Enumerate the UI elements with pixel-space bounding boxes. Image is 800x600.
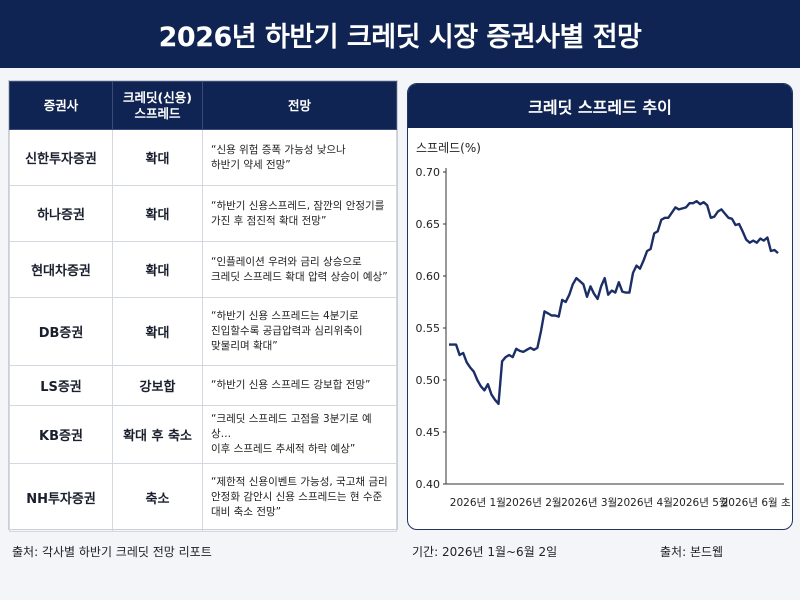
spread-cell: 확대 — [112, 129, 203, 186]
table-row: DB증권 확대 “하반기 신용 스프레드는 4분기로 진입할수록 공급압력과 심… — [9, 297, 397, 366]
header-firm: 증권사 — [9, 81, 113, 130]
y-tick-label: 0.55 — [416, 322, 441, 335]
spread-cell: 확대 — [112, 185, 203, 242]
chart-title: 크레딧 스프레드 추이 — [528, 98, 672, 117]
spread-line-chart: 스프레드(%) 0.40 0.45 0.50 0.55 0.60 0.65 0.70 202… — [416, 141, 792, 509]
y-tick-label: 0.60 — [416, 270, 441, 283]
outlook-table-container: 증권사 크레딧(신용) 스프레드 전망 신한투자증권 확대 “신용 위험 증폭 … — [8, 80, 398, 532]
table-header-row: 증권사 크레딧(신용) 스프레드 전망 — [9, 81, 397, 130]
table-row: NH투자증권 축소 “제한적 신용이벤트 가능성, 국고채 금리 안정화 감안시… — [9, 463, 397, 532]
y-tick-label: 0.45 — [416, 426, 441, 439]
outlook-cell: “신용 위험 증폭 가능성 낮으나 하반기 약세 전망” — [202, 129, 397, 186]
chart-panel: 크레딧 스프레드 추이 스프레드(%) 0.40 0.45 0.50 0.55 0.60… — [407, 83, 793, 530]
outlook-cell: “하반기 신용 스프레드는 4분기로 진입할수록 공급압력과 심리위축이 맞물리… — [202, 297, 397, 366]
firm-cell: 현대차증권 — [9, 241, 113, 298]
spread-cell: 축소 — [112, 463, 203, 532]
outlook-table: 증권사 크레딧(신용) 스프레드 전망 신한투자증권 확대 “신용 위험 증폭 … — [9, 81, 397, 532]
series-line — [449, 199, 779, 406]
firm-cell: 하나증권 — [9, 185, 113, 242]
header-spread-line2: 스프레드 — [134, 105, 181, 121]
table-row: 신한투자증권 확대 “신용 위험 증폭 가능성 낮으나 하반기 약세 전망” — [9, 129, 397, 186]
x-tick-label: 2026년 4월 — [617, 497, 673, 509]
spread-cell: 확대 — [112, 297, 203, 366]
firm-cell: KB증권 — [9, 405, 113, 464]
outlook-cell: “인플레이션 우려와 금리 상승으로 크레딧 스프레드 확대 압력 상승이 예상… — [202, 241, 397, 298]
header-outlook: 전망 — [202, 81, 397, 130]
firm-cell: LS증권 — [9, 365, 113, 406]
y-tick-label: 0.40 — [416, 478, 441, 491]
x-tick-label: 2026년 1월 — [450, 497, 506, 509]
x-tick-label: 2026년 6월 초 — [722, 497, 791, 509]
table-row: KB증권 확대 후 축소 “크레딧 스프레드 고점을 3분기로 예상… 이후 스… — [9, 405, 397, 464]
header-spread: 크레딧(신용) 스프레드 — [112, 81, 203, 130]
footer-source-right: 출처: 본드웹 — [660, 545, 724, 559]
x-tick-label: 2026년 3월 — [561, 497, 617, 509]
footer-source-left: 출처: 각사별 하반기 크레딧 전망 리포트 — [12, 545, 212, 559]
spread-cell: 강보합 — [112, 365, 203, 406]
spread-cell: 확대 — [112, 241, 203, 298]
page-title: 2026년 하반기 크레딧 시장 증권사별 전망 — [158, 21, 642, 53]
table-row: 하나증권 확대 “하반기 신용스프레드, 잠깐의 안정기를 가진 후 점진적 확… — [9, 185, 397, 242]
firm-cell: 신한투자증권 — [9, 129, 113, 186]
y-tick-label: 0.65 — [416, 218, 441, 231]
x-tick-label: 2026년 5월 — [672, 497, 728, 509]
x-tick-labels: 2026년 1월 2026년 2월 2026년 3월 2026년 4월 2026년 5월… — [450, 497, 791, 509]
header-spread-line1: 크레딧(신용) — [123, 89, 192, 105]
outlook-cell: “크레딧 스프레드 고점을 3분기로 예상… 이후 스프레드 추세적 하락 예상… — [202, 405, 397, 464]
firm-cell: DB증권 — [9, 297, 113, 366]
y-tick-label: 0.70 — [416, 166, 441, 179]
outlook-cell: “제한적 신용이벤트 가능성, 국고채 금리 안정화 감안시 신용 스프레드는 … — [202, 463, 397, 532]
y-tick-labels: 0.40 0.45 0.50 0.55 0.60 0.65 0.70 — [416, 166, 441, 491]
firm-cell: NH투자증권 — [9, 463, 113, 532]
chart-header: 크레딧 스프레드 추이 — [408, 84, 792, 128]
outlook-cell: “하반기 신용스프레드, 잠깐의 안정기를 가진 후 점진적 확대 전망” — [202, 185, 397, 242]
spread-cell: 확대 후 축소 — [112, 405, 203, 464]
table-row: 현대차증권 확대 “인플레이션 우려와 금리 상승으로 크레딧 스프레드 확대 … — [9, 241, 397, 298]
title-banner: 2026년 하반기 크레딧 시장 증권사별 전망 — [0, 0, 800, 68]
outlook-cell: “하반기 신용 스프레드 강보합 전망” — [202, 365, 397, 406]
x-tick-label: 2026년 2월 — [505, 497, 561, 509]
axes — [443, 168, 784, 485]
footer-period: 기간: 2026년 1월~6월 2일 — [412, 545, 558, 559]
y-axis-label: 스프레드(%) — [416, 141, 481, 155]
table-row: LS증권 강보합 “하반기 신용 스프레드 강보합 전망” — [9, 365, 397, 406]
y-tick-label: 0.50 — [416, 374, 441, 387]
